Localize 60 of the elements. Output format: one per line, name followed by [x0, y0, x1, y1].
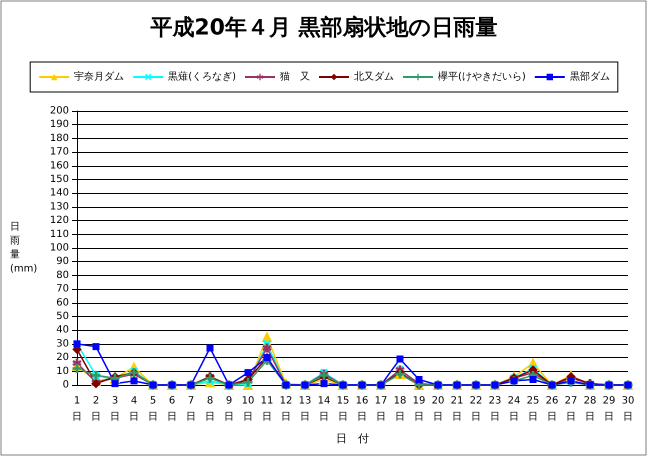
legend-label: 宇奈月ダム	[74, 70, 124, 82]
x-tick-label: 30日	[622, 396, 634, 422]
y-tick-label: 80	[56, 270, 69, 281]
y-tick-label: 190	[50, 119, 69, 130]
y-tick-label: 90	[56, 256, 69, 268]
y-tick-label: 120	[50, 215, 69, 226]
x-tick-label: 14日	[318, 396, 330, 422]
y-axis-title: 日雨量(mm)	[10, 222, 38, 274]
x-tick-label: 11日	[260, 396, 274, 422]
legend-label: 黒薙(くろなぎ)	[168, 70, 236, 82]
x-tick-label: 6日	[167, 396, 177, 422]
x-tick-label: 26日	[546, 396, 558, 422]
y-tick-label: 70	[56, 284, 69, 295]
x-tick-label: 24日	[508, 396, 520, 422]
x-tick-label: 23日	[488, 396, 502, 422]
y-tick-label: 20	[56, 352, 69, 364]
x-axis-title: 日 付	[336, 432, 369, 445]
x-tick-label: 5日	[148, 396, 158, 422]
y-tick-label: 10	[56, 366, 69, 377]
x-tick-label: 27日	[564, 396, 578, 422]
x-tick-label: 4日	[129, 396, 139, 422]
y-tick-label: 130	[50, 201, 69, 212]
x-tick-label: 10日	[242, 396, 254, 422]
y-tick-label: 150	[50, 174, 69, 185]
x-tick-label: 1日	[72, 396, 82, 422]
y-tick-label: 200	[50, 106, 69, 116]
x-tick-label: 22日	[470, 396, 482, 422]
x-tick-label: 16日	[356, 396, 368, 422]
y-tick-label: 60	[56, 297, 69, 308]
x-tick-label: 29日	[602, 396, 616, 422]
y-tick-label: 40	[56, 324, 69, 336]
x-tick-label: 20日	[432, 396, 444, 422]
y-tick-label: 170	[50, 146, 69, 158]
x-tick-label: 17日	[374, 396, 388, 422]
x-tick-label: 15日	[336, 396, 350, 422]
x-tick-label: 9日	[224, 396, 234, 422]
legend-label: 黒部ダム	[570, 70, 610, 82]
legend-label: 欅平(けやきだいら)	[438, 70, 526, 82]
y-tick-label: 30	[56, 338, 69, 350]
x-tick-label: 7日	[186, 396, 196, 422]
x-tick-label: 25日	[526, 396, 540, 422]
x-tick-label: 21日	[450, 396, 464, 422]
x-tick-label: 19日	[412, 396, 426, 422]
x-tick-label: 18日	[394, 396, 406, 422]
y-tick-label: 180	[50, 132, 69, 144]
x-tick-label: 8日	[205, 396, 215, 422]
legend-label: 北又ダム	[354, 70, 394, 82]
y-tick-label: 0	[62, 380, 69, 390]
legend-label: 猫 又	[280, 72, 310, 82]
x-tick-label: 2日	[91, 396, 101, 422]
y-tick-label: 50	[56, 311, 69, 322]
y-tick-label: 110	[50, 228, 69, 240]
y-tick-label: 160	[50, 160, 69, 172]
x-tick-label: 13日	[298, 396, 312, 422]
chart-title: 平成20年４月 黒部扇状地の日雨量	[149, 14, 498, 40]
x-tick-label: 3日	[110, 396, 120, 422]
x-tick-label: 12日	[280, 396, 292, 422]
x-tick-label: 28日	[584, 396, 596, 422]
y-tick-label: 100	[50, 242, 69, 254]
y-tick-label: 140	[50, 188, 69, 199]
